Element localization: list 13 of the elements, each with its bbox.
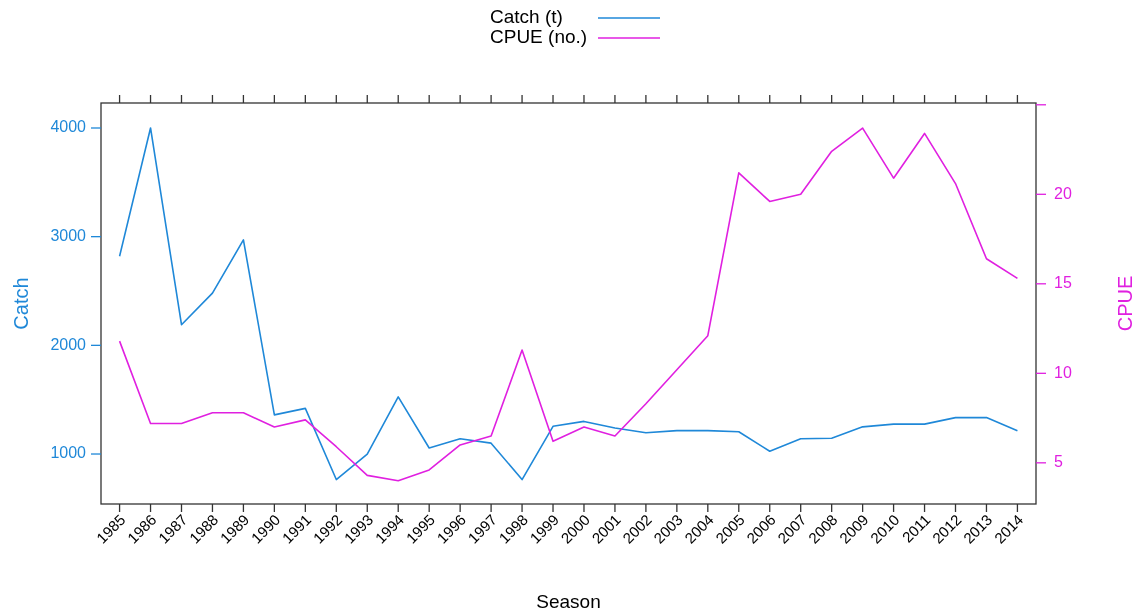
y-tick-label: 2000 <box>50 335 87 353</box>
legend-label: CPUE (no.) <box>490 26 588 48</box>
y2-tick-label: 15 <box>1054 274 1072 292</box>
y2-tick-label: 20 <box>1054 184 1072 202</box>
y2-tick-label: 10 <box>1054 363 1072 381</box>
y-axis-title: Catch <box>10 277 32 330</box>
x-axis-title: Season <box>536 591 601 612</box>
y2-axis-title: CPUE <box>1114 275 1136 332</box>
y-tick-label: 4000 <box>50 118 87 136</box>
y2-tick-label: 5 <box>1054 453 1063 471</box>
y-tick-label: 1000 <box>50 444 87 462</box>
legend-label: Catch (t) <box>490 6 563 28</box>
y-tick-label: 3000 <box>50 226 87 244</box>
